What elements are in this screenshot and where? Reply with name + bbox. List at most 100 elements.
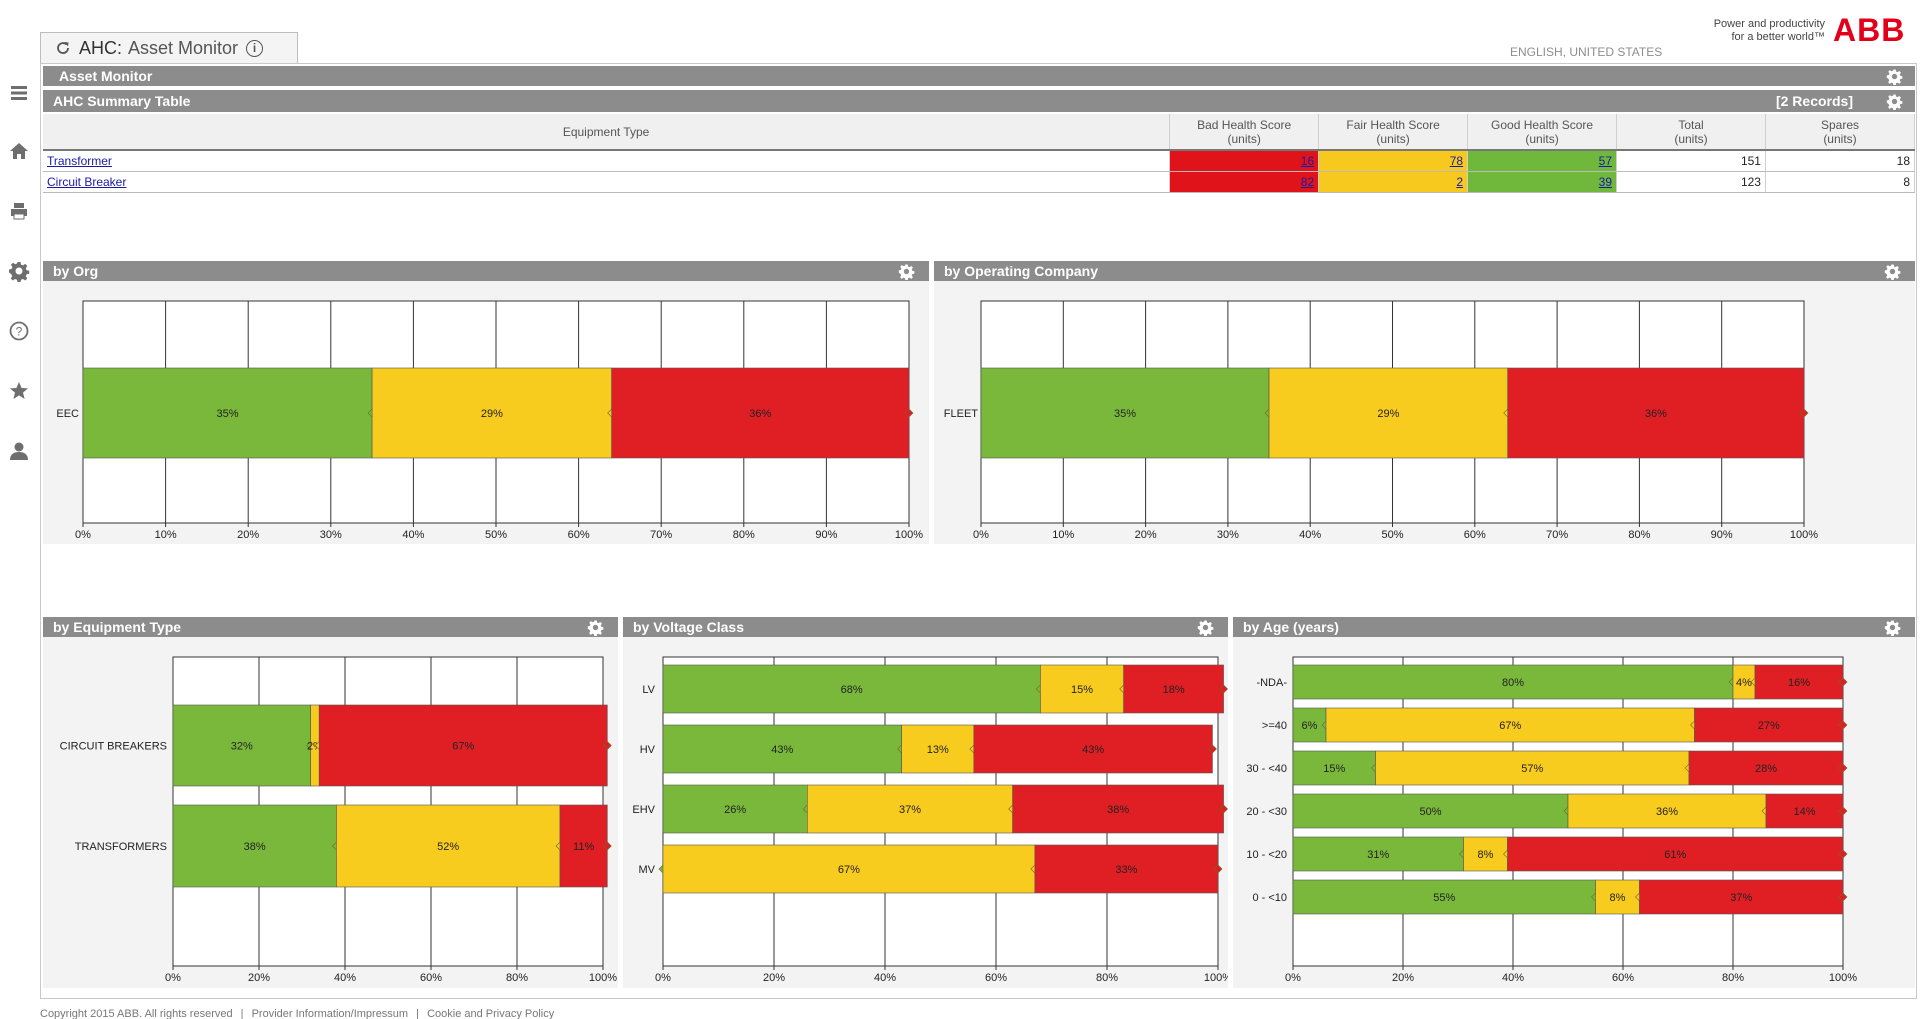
- home-icon[interactable]: [8, 140, 30, 162]
- refresh-icon[interactable]: [55, 40, 71, 56]
- x-tick-label: 50%: [1381, 529, 1403, 541]
- print-icon[interactable]: [8, 200, 30, 222]
- x-tick-label: 100%: [895, 529, 923, 541]
- tab-title: Asset Monitor: [128, 37, 239, 58]
- footer: Copyright 2015 ABB. All rights reserved …: [40, 1008, 554, 1019]
- category-label: FLEET: [944, 408, 979, 420]
- col-equipment-type[interactable]: Equipment Type: [43, 114, 1171, 151]
- bar-segment-bad: [1694, 707, 1844, 743]
- bar-segment-good: [172, 804, 337, 888]
- x-tick-label: 100%: [589, 972, 617, 984]
- point-marker: [602, 741, 612, 750]
- point-marker: [904, 408, 914, 418]
- data-label: 18%: [1163, 684, 1185, 696]
- stacked-bar-chart-equipment-type: 0% 20% 40% 60% 80% 100%32% 2% 67%CIRCUIT BREAKE…: [60, 656, 617, 984]
- bar-segment-bad: [611, 367, 910, 459]
- tab-asset-monitor[interactable]: AHC: Asset Monitor i: [40, 32, 298, 63]
- menu-icon[interactable]: [8, 82, 30, 104]
- equipment-link-transformer[interactable]: Transformer: [47, 153, 112, 168]
- x-tick-label: 80%: [1722, 972, 1744, 984]
- help-icon[interactable]: ?: [8, 320, 30, 342]
- good-cell: 39: [1467, 171, 1618, 193]
- col-label: Good Health Score: [1491, 117, 1594, 132]
- table-row: Transformer 16 78 57 151 18: [43, 150, 1916, 172]
- equipment-cell: Circuit Breaker: [43, 171, 1171, 193]
- bar-segment-good: [662, 724, 902, 774]
- data-label: 43%: [1082, 744, 1104, 756]
- privacy-policy-link[interactable]: Cookie and Privacy Policy: [427, 1008, 555, 1019]
- data-label: 43%: [771, 744, 793, 756]
- language-selector[interactable]: ENGLISH, UNITED STATES: [1510, 45, 1663, 59]
- x-tick-label: 60%: [568, 529, 590, 541]
- good-count-link[interactable]: 57: [1598, 153, 1613, 168]
- point-marker: [1208, 744, 1217, 754]
- x-tick-label: 40%: [1299, 529, 1321, 541]
- abb-logo: ABB: [1833, 12, 1906, 48]
- col-fair-health[interactable]: Fair Health Score (units): [1318, 114, 1469, 151]
- category-label: HV: [640, 744, 656, 756]
- col-total[interactable]: Total (units): [1616, 114, 1766, 151]
- stacked-bar-chart-org: 0% 10% 20% 30% 40% 50% 60% 70% 80% 90% 100% 35% 29% 3…: [56, 300, 923, 541]
- point-marker: [1838, 849, 1848, 859]
- data-label: 4%: [1736, 677, 1752, 689]
- user-profile-icon[interactable]: [8, 440, 30, 462]
- bar-segment-good: [1292, 793, 1569, 829]
- summary-settings-gear-icon[interactable]: [1886, 93, 1903, 111]
- bar-segment-bad: [973, 724, 1213, 774]
- col-spares[interactable]: Spares (units): [1765, 114, 1916, 151]
- data-label: 38%: [1107, 804, 1129, 816]
- data-label: 67%: [452, 741, 474, 753]
- x-tick-label: 40%: [334, 972, 356, 984]
- data-label: 38%: [244, 841, 266, 853]
- col-label: Bad Health Score: [1197, 117, 1292, 132]
- provider-info-link[interactable]: Provider Information/Impressum: [251, 1008, 409, 1019]
- panel-title: by Equipment Type: [53, 619, 182, 635]
- bar-segment-bad: [1765, 793, 1844, 829]
- record-count: [2 Records]: [1775, 93, 1853, 109]
- bar-segment-fair: [336, 804, 561, 888]
- tagline-line-1: Power and productivity: [1713, 18, 1825, 30]
- fair-count-link[interactable]: 78: [1449, 153, 1464, 168]
- bar-segment-bad: [1012, 784, 1224, 834]
- data-label: 61%: [1664, 849, 1686, 861]
- bad-count-link[interactable]: 82: [1300, 174, 1315, 189]
- bar-segment-good: [172, 704, 311, 787]
- col-good-health[interactable]: Good Health Score (units): [1467, 114, 1618, 151]
- data-label: 57%: [1521, 763, 1543, 775]
- panel-header: by Operating Company: [934, 261, 1915, 281]
- x-tick-label: 40%: [1502, 972, 1524, 984]
- x-tick-label: 0%: [165, 972, 181, 984]
- panel-title: by Operating Company: [944, 263, 1099, 279]
- panel-settings-gear-icon[interactable]: [587, 619, 604, 637]
- point-marker: [1219, 804, 1228, 814]
- panel-settings-gear-icon[interactable]: [898, 263, 915, 281]
- panel-title: by Age (years): [1243, 619, 1339, 635]
- favorites-star-icon[interactable]: [8, 380, 30, 402]
- data-label: 13%: [927, 744, 949, 756]
- category-label: CIRCUIT BREAKERS: [60, 741, 167, 753]
- x-tick-label: 0%: [655, 972, 671, 984]
- point-marker: [1838, 892, 1848, 902]
- col-bad-health[interactable]: Bad Health Score (units): [1169, 114, 1320, 151]
- panel-settings-gear-icon[interactable]: [1884, 619, 1901, 637]
- asset-monitor-settings-gear-icon[interactable]: [1886, 68, 1903, 86]
- point-marker: [1213, 864, 1223, 874]
- chart-panel-by-age: by Age (years) 0% 20% 40% 60% 80% 100% 80% 4% 16…: [1233, 617, 1915, 988]
- panel-settings-gear-icon[interactable]: [1197, 619, 1214, 637]
- equipment-link-circuit-breaker[interactable]: Circuit Breaker: [47, 174, 127, 189]
- data-label: 35%: [217, 408, 239, 420]
- bar-segment-good: [662, 664, 1041, 714]
- bar-segment-bad: [1507, 836, 1844, 872]
- settings-gear-icon[interactable]: [8, 260, 30, 283]
- panel-settings-gear-icon[interactable]: [1884, 263, 1901, 281]
- data-label: 35%: [1114, 408, 1136, 420]
- info-icon[interactable]: i: [246, 39, 264, 57]
- fair-count-link[interactable]: 2: [1456, 174, 1464, 189]
- bar-segment-fair: [807, 784, 1013, 834]
- stacked-bar-chart-voltage-class: 0% 20% 40% 60% 80% 100% 68% 15% 18% LV 43% 13% 43% HV…: [632, 656, 1228, 984]
- chart-panel-by-voltage-class: by Voltage Class 0% 20% 40% 60% 80% 100% 68% 15…: [623, 617, 1228, 988]
- bad-count-link[interactable]: 16: [1300, 153, 1315, 168]
- good-count-link[interactable]: 39: [1598, 174, 1613, 189]
- x-tick-label: 70%: [1546, 529, 1568, 541]
- asset-monitor-header: Asset Monitor: [43, 66, 1915, 86]
